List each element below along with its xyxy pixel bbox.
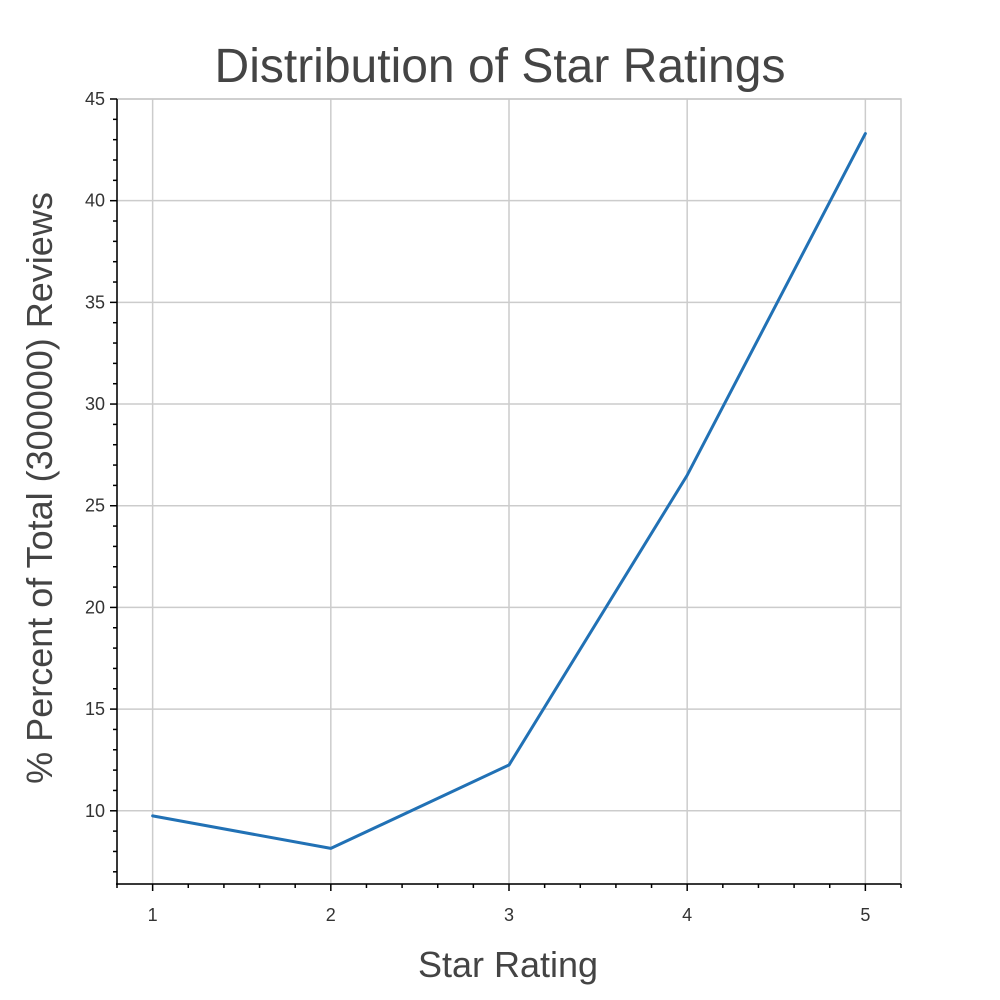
y-tick-label: 10 xyxy=(85,801,105,821)
series-line xyxy=(151,132,867,850)
y-axis-label: % Percent of Total (300000) Reviews xyxy=(19,192,60,784)
axes-layer xyxy=(110,98,902,891)
x-tick-label: 3 xyxy=(504,905,514,925)
chart-title: Distribution of Star Ratings xyxy=(215,40,786,93)
y-tick-label: 20 xyxy=(85,597,105,617)
series-layer xyxy=(151,132,867,850)
y-tick-label: 15 xyxy=(85,699,105,719)
y-tick-label: 35 xyxy=(85,292,105,312)
x-tick-label: 5 xyxy=(860,905,870,925)
y-tick-label: 30 xyxy=(85,394,105,414)
y-tick-label: 40 xyxy=(85,191,105,211)
y-tick-label: 45 xyxy=(85,89,105,109)
x-tick-label: 1 xyxy=(148,905,158,925)
x-axis-label: Star Rating xyxy=(418,944,598,985)
y-tick-label: 25 xyxy=(85,496,105,516)
x-tick-label: 4 xyxy=(682,905,692,925)
x-tick-label: 2 xyxy=(326,905,336,925)
